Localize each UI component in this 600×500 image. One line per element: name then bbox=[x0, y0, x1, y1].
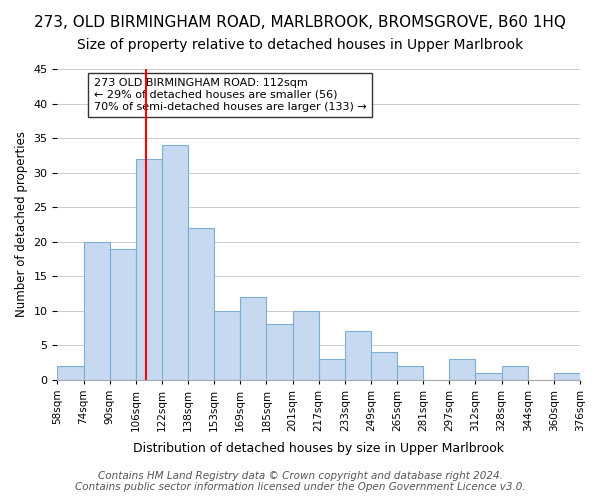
Bar bbox=[241, 297, 266, 380]
Bar bbox=[345, 332, 371, 380]
Bar bbox=[397, 366, 423, 380]
Bar bbox=[502, 366, 528, 380]
Text: 273, OLD BIRMINGHAM ROAD, MARLBROOK, BROMSGROVE, B60 1HQ: 273, OLD BIRMINGHAM ROAD, MARLBROOK, BRO… bbox=[34, 15, 566, 30]
X-axis label: Distribution of detached houses by size in Upper Marlbrook: Distribution of detached houses by size … bbox=[133, 442, 504, 455]
Bar bbox=[83, 242, 110, 380]
Bar bbox=[188, 228, 214, 380]
Bar bbox=[136, 159, 162, 380]
Text: Size of property relative to detached houses in Upper Marlbrook: Size of property relative to detached ho… bbox=[77, 38, 523, 52]
Bar bbox=[319, 359, 345, 380]
Bar bbox=[449, 359, 475, 380]
Text: Contains HM Land Registry data © Crown copyright and database right 2024.
Contai: Contains HM Land Registry data © Crown c… bbox=[74, 471, 526, 492]
Bar bbox=[554, 373, 580, 380]
Bar bbox=[293, 310, 319, 380]
Bar bbox=[58, 366, 83, 380]
Bar bbox=[475, 373, 502, 380]
Bar bbox=[214, 310, 241, 380]
Bar bbox=[266, 324, 293, 380]
Bar bbox=[371, 352, 397, 380]
Text: 273 OLD BIRMINGHAM ROAD: 112sqm
← 29% of detached houses are smaller (56)
70% of: 273 OLD BIRMINGHAM ROAD: 112sqm ← 29% of… bbox=[94, 78, 367, 112]
Bar bbox=[110, 248, 136, 380]
Bar bbox=[162, 145, 188, 380]
Y-axis label: Number of detached properties: Number of detached properties bbox=[15, 132, 28, 318]
